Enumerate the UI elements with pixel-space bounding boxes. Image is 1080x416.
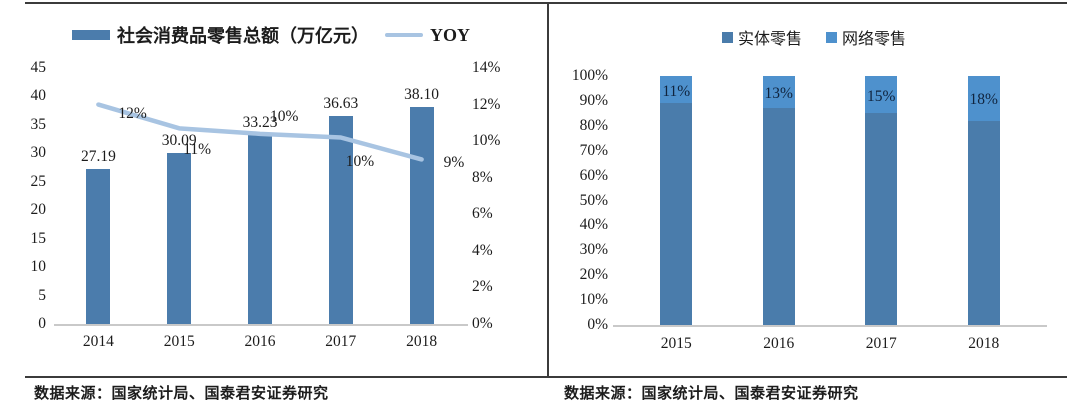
yoy-value-label: 11% <box>183 141 212 159</box>
bar-value-label: 38.10 <box>404 86 440 104</box>
y-axis-right-tick: 4% <box>472 241 493 259</box>
y-axis-tick: 50% <box>579 191 608 209</box>
x-axis-label: 2016 <box>763 335 795 352</box>
bar-value-label: 27.19 <box>80 148 116 166</box>
x-axis-label: 2018 <box>406 333 438 350</box>
y-axis-left-tick: 40 <box>30 87 47 105</box>
yoy-value-label: 10% <box>270 107 299 125</box>
y-axis-tick: 80% <box>579 116 608 134</box>
bar-value-label: 30.09 <box>161 131 197 149</box>
left-source-note: 数据来源：国家统计局、国泰君安证券研究 <box>34 386 329 402</box>
left-chart-legend: 社会消费品零售总额（万亿元） YOY <box>72 22 470 48</box>
y-axis-tick: 0% <box>587 316 608 333</box>
y-axis-right-tick: 2% <box>472 278 493 296</box>
y-axis-right-tick: 8% <box>472 168 493 186</box>
legend-item-online-retail: 网络零售 <box>826 25 906 49</box>
retail-total-chart: 45 40 35 30 25 20 15 10 5 0 14% 12% 10% 8% 6% 4% 2% 0% 201… <box>30 59 501 350</box>
bar-series-swatch <box>72 30 110 40</box>
online-retail-label: 网络零售 <box>842 31 907 48</box>
y-axis-right-tick: 0% <box>472 315 493 332</box>
online-share-label: 11% <box>662 82 691 100</box>
online-retail-segment <box>762 76 795 109</box>
online-retail-segment <box>660 76 693 104</box>
x-axis-label: 2015 <box>163 333 195 350</box>
retail-total-bar <box>86 169 111 324</box>
y-axis-left-tick: 5 <box>38 286 46 304</box>
online-share-label: 13% <box>764 85 793 103</box>
y-axis-tick: 60% <box>579 166 608 184</box>
retail-total-panel: 社会消费品零售总额（万亿元） YOY 45 40 35 30 25 20 15 10 5 0 14%… <box>30 22 501 403</box>
y-axis-tick: 20% <box>579 266 608 284</box>
y-axis-right-tick: 12% <box>472 95 501 113</box>
x-axis-label: 2016 <box>244 333 276 350</box>
y-axis-right-tick: 14% <box>472 59 501 76</box>
y-axis-tick: 90% <box>579 91 608 109</box>
line-series-swatch <box>385 33 423 37</box>
x-axis-label: 2015 <box>660 335 692 352</box>
online-retail-segment <box>967 76 1000 121</box>
bar-value-label: 33.23 <box>242 113 278 131</box>
y-axis-left-tick: 30 <box>30 144 47 162</box>
y-axis-right-tick: 6% <box>472 205 493 223</box>
y-axis-left-tick: 0 <box>38 315 46 332</box>
yoy-value-label: 9% <box>443 154 465 172</box>
right-source-note: 数据来源：国家统计局、国泰君安证券研究 <box>564 386 859 402</box>
physical-retail-segment <box>865 113 898 325</box>
y-axis-tick: 100% <box>571 67 608 84</box>
online-retail-swatch <box>826 31 837 43</box>
x-axis-label: 2014 <box>82 333 114 350</box>
y-axis-tick: 40% <box>579 216 608 234</box>
top-rule <box>25 2 1067 4</box>
y-axis-left-tick: 10 <box>30 258 47 276</box>
legend-item-physical-retail: 实体零售 <box>721 25 802 49</box>
online-share-label: 18% <box>969 91 998 109</box>
physical-retail-segment <box>660 103 693 325</box>
line-series-label: YOY <box>430 24 470 45</box>
retail-total-bar <box>409 107 434 324</box>
physical-retail-label: 实体零售 <box>737 31 802 48</box>
online-share-label: 15% <box>867 87 896 105</box>
x-axis-label: 2018 <box>968 335 1000 352</box>
bar-series-label: 社会消费品零售总额（万亿元） <box>117 26 369 46</box>
y-axis-left-tick: 45 <box>30 59 47 76</box>
x-axis-label: 2017 <box>865 335 897 352</box>
x-axis-line <box>613 325 1047 327</box>
yoy-line <box>96 102 424 162</box>
retail-mix-chart: 100% 90% 80% 70% 60% 50% 40% 30% 20% 10% 0% 2015 201… <box>548 0 1080 416</box>
y-axis-left-tick: 20 <box>30 201 47 219</box>
y-axis-right-tick: 10% <box>472 132 501 150</box>
physical-retail-swatch <box>721 31 733 43</box>
y-axis-tick: 70% <box>579 141 608 159</box>
physical-retail-segment <box>967 120 1000 325</box>
retail-total-bar <box>167 152 192 324</box>
y-axis-tick: 10% <box>579 291 608 309</box>
retail-total-bar <box>248 134 272 324</box>
yoy-value-label: 12% <box>118 104 147 122</box>
panel-divider <box>547 3 549 377</box>
y-axis-left-tick: 35 <box>30 115 47 133</box>
physical-retail-segment <box>762 108 795 325</box>
bar-value-label: 36.63 <box>323 94 359 112</box>
right-chart-legend: 实体零售 网络零售 <box>548 25 1080 49</box>
y-axis-tick: 30% <box>579 241 608 259</box>
retail-total-bar <box>328 115 353 324</box>
y-axis-left-tick: 25 <box>30 172 47 190</box>
x-axis-label: 2017 <box>325 333 357 350</box>
x-axis-line <box>54 324 468 326</box>
retail-mix-panel: 实体零售 网络零售 100% 90% 80% 70% 60% 50% 40% 30% 20% 10… <box>548 0 1080 416</box>
yoy-value-label: 10% <box>345 153 375 171</box>
bottom-rule <box>25 376 1067 378</box>
online-retail-segment <box>865 76 898 114</box>
y-axis-left-tick: 15 <box>30 229 47 247</box>
